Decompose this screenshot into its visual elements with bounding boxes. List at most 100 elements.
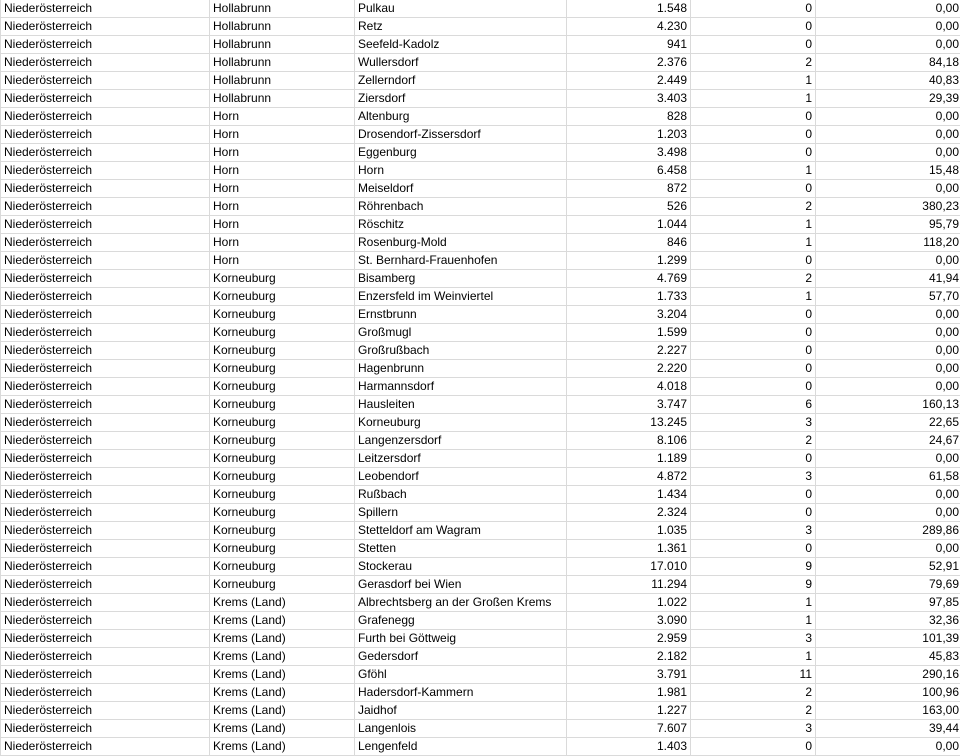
district-cell[interactable]: Krems (Land) (209, 701, 355, 720)
population-cell[interactable]: 7.607 (566, 719, 691, 738)
rate-cell[interactable]: 0,00 (815, 341, 960, 360)
district-cell[interactable]: Korneuburg (209, 359, 355, 378)
rate-cell[interactable]: 0,00 (815, 449, 960, 468)
municipality-cell[interactable]: Eggenburg (354, 143, 567, 162)
rate-cell[interactable]: 97,85 (815, 593, 960, 612)
municipality-cell[interactable]: Seefeld-Kadolz (354, 35, 567, 54)
count-cell[interactable]: 0 (690, 125, 816, 144)
rate-cell[interactable]: 0,00 (815, 323, 960, 342)
municipality-cell[interactable]: Rußbach (354, 485, 567, 504)
district-cell[interactable]: Horn (209, 251, 355, 270)
state-cell[interactable]: Niederösterreich (0, 503, 210, 522)
rate-cell[interactable]: 290,16 (815, 665, 960, 684)
count-cell[interactable]: 2 (690, 269, 816, 288)
population-cell[interactable]: 2.449 (566, 71, 691, 90)
district-cell[interactable]: Korneuburg (209, 413, 355, 432)
district-cell[interactable]: Korneuburg (209, 323, 355, 342)
district-cell[interactable]: Korneuburg (209, 341, 355, 360)
district-cell[interactable]: Horn (209, 125, 355, 144)
population-cell[interactable]: 846 (566, 233, 691, 252)
count-cell[interactable]: 3 (690, 521, 816, 540)
count-cell[interactable]: 1 (690, 647, 816, 666)
population-cell[interactable]: 3.090 (566, 611, 691, 630)
rate-cell[interactable]: 0,00 (815, 0, 960, 18)
rate-cell[interactable]: 0,00 (815, 107, 960, 126)
district-cell[interactable]: Hollabrunn (209, 17, 355, 36)
state-cell[interactable]: Niederösterreich (0, 233, 210, 252)
population-cell[interactable]: 1.733 (566, 287, 691, 306)
count-cell[interactable]: 0 (690, 35, 816, 54)
rate-cell[interactable]: 15,48 (815, 161, 960, 180)
municipality-cell[interactable]: Stetten (354, 539, 567, 558)
population-cell[interactable]: 2.182 (566, 647, 691, 666)
population-cell[interactable]: 4.230 (566, 17, 691, 36)
district-cell[interactable]: Korneuburg (209, 557, 355, 576)
municipality-cell[interactable]: Rosenburg-Mold (354, 233, 567, 252)
rate-cell[interactable]: 0,00 (815, 359, 960, 378)
district-cell[interactable]: Horn (209, 233, 355, 252)
state-cell[interactable]: Niederösterreich (0, 593, 210, 612)
district-cell[interactable]: Korneuburg (209, 377, 355, 396)
population-cell[interactable]: 11.294 (566, 575, 691, 594)
district-cell[interactable]: Krems (Land) (209, 629, 355, 648)
rate-cell[interactable]: 101,39 (815, 629, 960, 648)
municipality-cell[interactable]: Bisamberg (354, 269, 567, 288)
count-cell[interactable]: 1 (690, 287, 816, 306)
municipality-cell[interactable]: Enzersfeld im Weinviertel (354, 287, 567, 306)
state-cell[interactable]: Niederösterreich (0, 665, 210, 684)
state-cell[interactable]: Niederösterreich (0, 737, 210, 756)
state-cell[interactable]: Niederösterreich (0, 269, 210, 288)
population-cell[interactable]: 1.044 (566, 215, 691, 234)
district-cell[interactable]: Korneuburg (209, 395, 355, 414)
rate-cell[interactable]: 32,36 (815, 611, 960, 630)
municipality-cell[interactable]: Harmannsdorf (354, 377, 567, 396)
count-cell[interactable]: 1 (690, 215, 816, 234)
state-cell[interactable]: Niederösterreich (0, 413, 210, 432)
population-cell[interactable]: 1.403 (566, 737, 691, 756)
municipality-cell[interactable]: Lengenfeld (354, 737, 567, 756)
rate-cell[interactable]: 84,18 (815, 53, 960, 72)
state-cell[interactable]: Niederösterreich (0, 359, 210, 378)
rate-cell[interactable]: 45,83 (815, 647, 960, 666)
rate-cell[interactable]: 0,00 (815, 251, 960, 270)
district-cell[interactable]: Horn (209, 215, 355, 234)
state-cell[interactable]: Niederösterreich (0, 143, 210, 162)
municipality-cell[interactable]: Großrußbach (354, 341, 567, 360)
district-cell[interactable]: Korneuburg (209, 521, 355, 540)
district-cell[interactable]: Hollabrunn (209, 53, 355, 72)
count-cell[interactable]: 1 (690, 233, 816, 252)
district-cell[interactable]: Krems (Land) (209, 683, 355, 702)
count-cell[interactable]: 0 (690, 377, 816, 396)
state-cell[interactable]: Niederösterreich (0, 53, 210, 72)
population-cell[interactable]: 1.981 (566, 683, 691, 702)
municipality-cell[interactable]: Leobendorf (354, 467, 567, 486)
municipality-cell[interactable]: Zellerndorf (354, 71, 567, 90)
municipality-cell[interactable]: Leitzersdorf (354, 449, 567, 468)
count-cell[interactable]: 11 (690, 665, 816, 684)
municipality-cell[interactable]: Röhrenbach (354, 197, 567, 216)
rate-cell[interactable]: 118,20 (815, 233, 960, 252)
count-cell[interactable]: 0 (690, 323, 816, 342)
district-cell[interactable]: Korneuburg (209, 539, 355, 558)
state-cell[interactable]: Niederösterreich (0, 467, 210, 486)
district-cell[interactable]: Hollabrunn (209, 0, 355, 18)
population-cell[interactable]: 3.204 (566, 305, 691, 324)
count-cell[interactable]: 0 (690, 539, 816, 558)
count-cell[interactable]: 0 (690, 17, 816, 36)
district-cell[interactable]: Hollabrunn (209, 89, 355, 108)
state-cell[interactable]: Niederösterreich (0, 287, 210, 306)
municipality-cell[interactable]: Gerasdorf bei Wien (354, 575, 567, 594)
municipality-cell[interactable]: Horn (354, 161, 567, 180)
state-cell[interactable]: Niederösterreich (0, 0, 210, 18)
municipality-cell[interactable]: Gedersdorf (354, 647, 567, 666)
count-cell[interactable]: 3 (690, 719, 816, 738)
count-cell[interactable]: 1 (690, 71, 816, 90)
state-cell[interactable]: Niederösterreich (0, 161, 210, 180)
rate-cell[interactable]: 0,00 (815, 737, 960, 756)
district-cell[interactable]: Krems (Land) (209, 737, 355, 756)
count-cell[interactable]: 2 (690, 197, 816, 216)
count-cell[interactable]: 0 (690, 143, 816, 162)
state-cell[interactable]: Niederösterreich (0, 197, 210, 216)
count-cell[interactable]: 2 (690, 701, 816, 720)
rate-cell[interactable]: 22,65 (815, 413, 960, 432)
